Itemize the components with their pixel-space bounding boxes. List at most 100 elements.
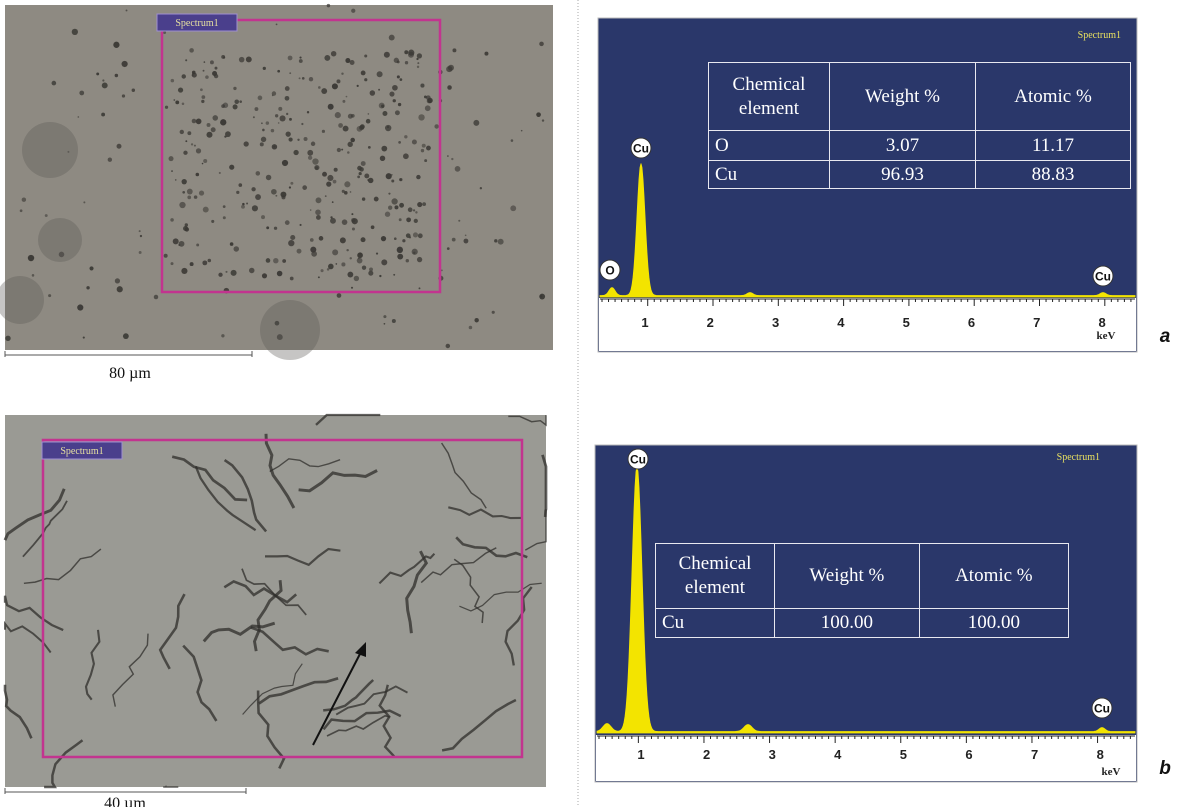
pore xyxy=(86,286,90,290)
pore xyxy=(285,131,291,137)
axis-tick-label: 7 xyxy=(1031,747,1038,762)
pore xyxy=(163,253,168,258)
axis-unit: keV xyxy=(1097,330,1116,342)
pore xyxy=(309,238,314,242)
grain-boundary xyxy=(405,550,429,634)
pore xyxy=(279,115,286,122)
pore xyxy=(336,79,341,84)
pore xyxy=(116,286,123,293)
grain-boundary xyxy=(326,714,390,737)
pore xyxy=(308,77,314,82)
panel-label: a xyxy=(1160,326,1171,347)
pore xyxy=(289,117,292,121)
pore xyxy=(270,128,275,133)
pore xyxy=(261,122,263,125)
pore xyxy=(196,243,200,247)
axis-tick-label: 1 xyxy=(637,747,644,762)
pore xyxy=(48,294,52,298)
pore xyxy=(326,181,332,187)
pore xyxy=(271,144,278,150)
pore xyxy=(212,71,218,77)
pore xyxy=(420,148,425,153)
peak-label: Cu xyxy=(633,142,649,156)
table-row: Chemical element Weight % Atomic % xyxy=(708,62,1131,131)
dark-patch xyxy=(0,276,44,324)
pore xyxy=(171,170,173,172)
pore xyxy=(424,159,428,163)
pore xyxy=(233,86,237,91)
pore xyxy=(364,54,368,58)
pore xyxy=(474,318,479,323)
pore xyxy=(494,239,498,243)
pore xyxy=(351,8,356,13)
pore xyxy=(391,198,398,205)
pore xyxy=(289,72,292,75)
pore xyxy=(383,322,386,325)
pore xyxy=(345,58,351,64)
pore xyxy=(234,99,240,105)
pore xyxy=(297,138,300,141)
pore xyxy=(369,267,373,272)
pore xyxy=(299,223,302,227)
table-cell: Weight % xyxy=(774,543,920,609)
axis-tick-label: 7 xyxy=(1033,315,1040,330)
pore xyxy=(416,65,420,69)
pore xyxy=(447,85,452,90)
pore xyxy=(399,178,402,181)
pore xyxy=(327,174,334,182)
pore xyxy=(286,112,289,116)
pore xyxy=(220,119,227,126)
pore xyxy=(307,155,313,160)
axis-tick-label: 2 xyxy=(707,315,714,330)
pore xyxy=(222,205,226,208)
pore xyxy=(261,215,265,220)
pore xyxy=(251,187,256,192)
pore xyxy=(181,74,186,79)
pore xyxy=(411,139,417,145)
pore xyxy=(170,262,174,266)
pore xyxy=(251,205,258,212)
grain-boundary xyxy=(265,547,341,567)
pore xyxy=(225,270,228,273)
pore xyxy=(406,217,412,223)
pore xyxy=(367,113,370,115)
pore xyxy=(121,94,126,98)
pore xyxy=(273,257,279,264)
pore xyxy=(379,274,382,278)
pore xyxy=(420,83,425,88)
pore xyxy=(170,78,175,83)
pore xyxy=(539,295,543,298)
pore xyxy=(405,233,411,238)
pore xyxy=(397,102,402,107)
grain-boundary xyxy=(3,684,33,739)
grain-boundary xyxy=(182,644,218,722)
pore xyxy=(183,150,188,155)
pore xyxy=(464,234,467,237)
pore xyxy=(350,113,355,118)
pore xyxy=(322,171,327,177)
axis-tick-label: 4 xyxy=(837,315,845,330)
grain-boundary xyxy=(440,442,487,509)
grain-boundary xyxy=(250,626,329,656)
table-cell: 96.93 xyxy=(828,160,977,189)
pore xyxy=(21,197,27,202)
pore xyxy=(539,41,544,47)
pore xyxy=(184,223,188,227)
pore xyxy=(383,315,387,319)
pore xyxy=(339,237,346,244)
pore xyxy=(347,141,353,148)
scale-label: 80 µm xyxy=(109,365,151,382)
pore xyxy=(299,56,302,59)
pore xyxy=(178,240,185,247)
pore xyxy=(394,110,400,116)
grain-boundary xyxy=(335,685,408,716)
axis-tick-label: 5 xyxy=(903,315,910,330)
pore xyxy=(262,66,266,71)
axis-tick-label: 5 xyxy=(900,747,907,762)
pore xyxy=(202,260,208,266)
pore xyxy=(417,62,420,65)
pore xyxy=(273,226,278,230)
peak-marker xyxy=(599,259,621,281)
axis-tick-label: 1 xyxy=(641,315,648,330)
pore xyxy=(413,251,416,255)
